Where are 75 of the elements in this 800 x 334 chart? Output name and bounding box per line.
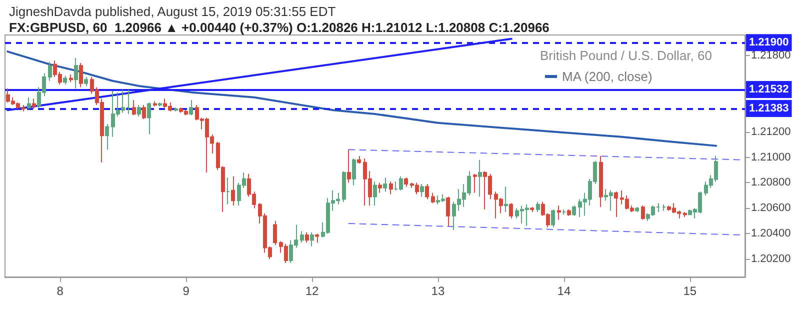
ref-line-label: 1.21532 [749,84,789,96]
candlestick [273,220,277,246]
y-tick-label: 1.20600 [751,202,791,214]
y-tick-label: 1.21200 [751,126,791,138]
candlestick [473,173,477,194]
candlestick [683,212,687,218]
candlestick [27,96,31,110]
candlestick [132,99,136,116]
x-tick-label: 14 [557,284,571,298]
candlestick [137,104,141,118]
candlestick [599,156,603,208]
candlestick [310,232,314,247]
candlestick [48,61,52,82]
candlestick [342,170,346,202]
x-tick-label: 13 [431,284,445,298]
candlestick [567,208,571,216]
candlestick [420,184,424,198]
candlestick [347,149,351,184]
candlestick [431,192,435,204]
ref-line-label: 1.21900 [749,36,789,49]
candlestick [153,100,157,107]
candlestick [315,233,319,244]
candlestick [142,104,146,120]
candlestick [378,182,382,194]
candlestick [300,230,304,244]
line-series [6,50,718,147]
annotation: British Pound / U.S. Dollar, 60 [540,48,712,63]
candlestick [84,76,88,86]
candlestick [446,196,450,227]
candlestick [352,158,356,186]
y-tick-label: 1.21800 [751,49,791,62]
candlestick [614,191,618,218]
candlestick [641,205,645,220]
candlestick [635,206,639,213]
candlestick [373,180,377,206]
candlestick [226,177,230,205]
legend-label: MA (200, close) [562,69,652,84]
candlestick [562,208,566,216]
y-tick-label: 1.21000 [751,151,791,164]
candlestick [174,107,178,112]
candlestick [662,204,666,212]
x-tick-label: 12 [305,284,320,298]
chart-subtitle: FX:GBPUSD, 60 1.20966 ▲ +0.00440 (+0.37%) O:1.20826 H:1.21012 L:1.20808 C:1.20966 [9,20,550,35]
candlestick [79,62,83,88]
x-tick-label: 15 [683,284,697,298]
x-tick-label: 8 [56,284,64,298]
candlestick [404,177,408,188]
ref-line-label: 1.21383 [749,102,789,114]
candlestick [74,57,78,89]
candlestick [147,102,151,135]
y-tick-label: 1.20800 [751,176,791,189]
candlestick [189,99,193,116]
candlestick [357,156,361,164]
candlestick [231,176,235,206]
x-tick-label: 9 [182,284,190,298]
candlestick [530,206,534,213]
y-tick-label: 1.20200 [751,253,791,266]
candlestick [63,75,67,86]
candlestick [425,184,429,200]
candlestick [105,124,109,150]
candlestick [383,177,387,192]
candlestick [557,205,561,220]
candlestick [389,180,393,195]
chart-title: JigneshDavda published, August 15, 2019 05:31:55 EDT [9,4,336,19]
candlestick [305,232,309,244]
candlestick [572,205,576,216]
candlestick [478,159,482,198]
candlestick [509,202,513,219]
candlestick [32,98,36,110]
y-tick-label: 1.20400 [751,228,791,240]
candlestick [536,201,540,213]
candlestick [158,102,162,107]
candlestick [69,74,73,83]
candlestick [504,186,508,213]
candlestick [551,208,555,228]
